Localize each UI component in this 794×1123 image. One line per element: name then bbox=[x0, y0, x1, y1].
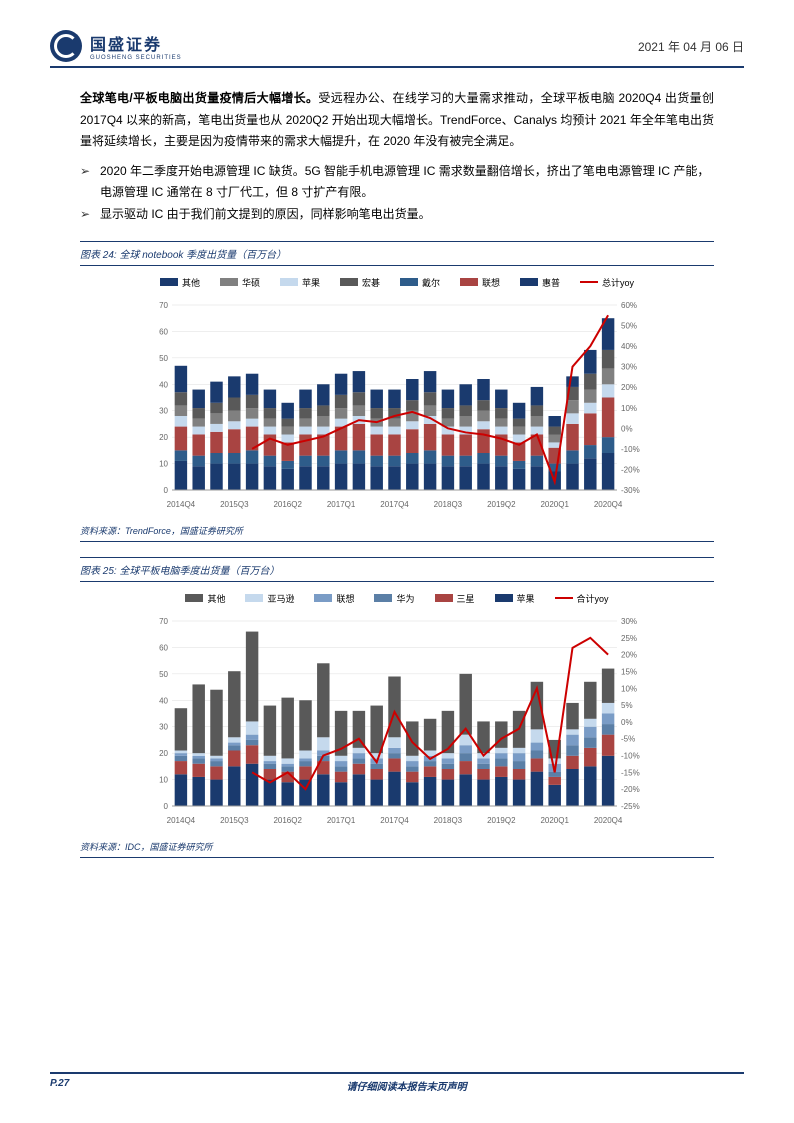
svg-text:50: 50 bbox=[159, 353, 168, 362]
svg-text:10%: 10% bbox=[621, 684, 637, 693]
svg-text:20%: 20% bbox=[621, 650, 637, 659]
chart25-svg: 0 10 20 30 40 50 60 70 -25% -20% -15% -10% -5% 0% 5% 10… bbox=[137, 611, 657, 831]
svg-text:30: 30 bbox=[159, 406, 168, 415]
paragraph-1: 全球笔电/平板电脑出货量疫情后大幅增长。受远程办公、在线学习的大量需求推动，全球… bbox=[80, 88, 714, 153]
svg-text:40%: 40% bbox=[621, 342, 637, 351]
svg-text:2017Q4: 2017Q4 bbox=[380, 816, 409, 825]
svg-text:40: 40 bbox=[159, 380, 168, 389]
svg-text:-15%: -15% bbox=[621, 768, 640, 777]
svg-text:0%: 0% bbox=[621, 717, 633, 726]
svg-text:2020Q1: 2020Q1 bbox=[540, 500, 569, 509]
svg-text:30%: 30% bbox=[621, 617, 637, 626]
svg-text:25%: 25% bbox=[621, 633, 637, 642]
svg-text:20: 20 bbox=[159, 433, 168, 442]
svg-text:70: 70 bbox=[159, 301, 168, 310]
report-date: 2021 年 04 月 06 日 bbox=[638, 38, 744, 55]
svg-text:2015Q3: 2015Q3 bbox=[220, 500, 249, 509]
svg-text:60%: 60% bbox=[621, 301, 637, 310]
page-header: 国盛证券 GUOSHENG SECURITIES 2021 年 04 月 06 … bbox=[50, 30, 744, 68]
bullet-1: 2020 年二季度开始电源管理 IC 缺货。5G 智能手机电源管理 IC 需求数… bbox=[80, 161, 714, 204]
svg-text:-30%: -30% bbox=[621, 486, 640, 495]
svg-text:0%: 0% bbox=[621, 424, 633, 433]
svg-text:0: 0 bbox=[164, 802, 169, 811]
svg-text:30: 30 bbox=[159, 722, 168, 731]
footer-disclaimer: 请仔细阅读本报告末页声明 bbox=[347, 1078, 467, 1093]
chart25-legend: 其他亚马逊联想华为三星苹果合计yoy bbox=[137, 592, 657, 605]
svg-text:30%: 30% bbox=[621, 362, 637, 371]
company-name: 国盛证券 bbox=[90, 31, 182, 55]
svg-text:10: 10 bbox=[159, 775, 168, 784]
svg-text:2016Q2: 2016Q2 bbox=[273, 816, 302, 825]
svg-text:10%: 10% bbox=[621, 403, 637, 412]
page-number: P.27 bbox=[50, 1078, 69, 1093]
chart25-title: 图表 25: 全球平板电脑季度出货量（百万台） bbox=[80, 557, 714, 582]
svg-text:0: 0 bbox=[164, 486, 169, 495]
svg-text:60: 60 bbox=[159, 643, 168, 652]
company-sub: GUOSHENG SECURITIES bbox=[90, 55, 182, 61]
svg-text:2020Q4: 2020Q4 bbox=[594, 500, 623, 509]
svg-text:60: 60 bbox=[159, 327, 168, 336]
svg-text:-20%: -20% bbox=[621, 785, 640, 794]
svg-text:5%: 5% bbox=[621, 701, 633, 710]
chart24-title: 图表 24: 全球 notebook 季度出货量（百万台） bbox=[80, 241, 714, 266]
svg-text:2015Q3: 2015Q3 bbox=[220, 816, 249, 825]
svg-text:2018Q3: 2018Q3 bbox=[434, 500, 463, 509]
chart24-legend: 其他华硕苹果宏碁戴尔联想惠普总计yoy bbox=[137, 276, 657, 289]
svg-text:15%: 15% bbox=[621, 667, 637, 676]
svg-text:2017Q1: 2017Q1 bbox=[327, 816, 356, 825]
svg-text:-20%: -20% bbox=[621, 465, 640, 474]
svg-text:2017Q4: 2017Q4 bbox=[380, 500, 409, 509]
chart25-source: 资料来源：IDC，国盛证券研究所 bbox=[80, 836, 714, 858]
svg-text:50%: 50% bbox=[621, 321, 637, 330]
svg-text:50: 50 bbox=[159, 669, 168, 678]
svg-text:-25%: -25% bbox=[621, 802, 640, 811]
svg-text:-10%: -10% bbox=[621, 751, 640, 760]
svg-text:2018Q3: 2018Q3 bbox=[434, 816, 463, 825]
logo-area: 国盛证券 GUOSHENG SECURITIES bbox=[50, 30, 182, 62]
chart25-container: 其他亚马逊联想华为三星苹果合计yoy 0 10 20 30 40 50 60 70 -25% -2… bbox=[137, 592, 657, 836]
svg-text:70: 70 bbox=[159, 617, 168, 626]
svg-text:2017Q1: 2017Q1 bbox=[327, 500, 356, 509]
svg-text:2014Q4: 2014Q4 bbox=[167, 816, 196, 825]
p1-bold: 全球笔电/平板电脑出货量疫情后大幅增长。 bbox=[80, 91, 318, 105]
svg-text:2014Q4: 2014Q4 bbox=[167, 500, 196, 509]
chart24-container: 其他华硕苹果宏碁戴尔联想惠普总计yoy 0 10 20 30 40 50 60 70 -30% -… bbox=[137, 276, 657, 520]
svg-text:2020Q4: 2020Q4 bbox=[594, 816, 623, 825]
svg-text:-5%: -5% bbox=[621, 734, 635, 743]
chart24-svg: 0 10 20 30 40 50 60 70 -30% -20% -10% 0% 10% 20% 30% 40… bbox=[137, 295, 657, 515]
svg-text:2019Q2: 2019Q2 bbox=[487, 816, 516, 825]
svg-text:2016Q2: 2016Q2 bbox=[273, 500, 302, 509]
chart24-source: 资料来源：TrendForce，国盛证券研究所 bbox=[80, 520, 714, 542]
svg-text:20%: 20% bbox=[621, 383, 637, 392]
bullet-2: 显示驱动 IC 由于我们前文提到的原因，同样影响笔电出货量。 bbox=[80, 204, 714, 226]
svg-text:20: 20 bbox=[159, 749, 168, 758]
svg-text:10: 10 bbox=[159, 459, 168, 468]
svg-text:2019Q2: 2019Q2 bbox=[487, 500, 516, 509]
page-footer: P.27 请仔细阅读本报告末页声明 bbox=[50, 1072, 744, 1093]
logo-icon bbox=[50, 30, 82, 62]
svg-text:2020Q1: 2020Q1 bbox=[540, 816, 569, 825]
svg-text:-10%: -10% bbox=[621, 444, 640, 453]
svg-text:40: 40 bbox=[159, 696, 168, 705]
